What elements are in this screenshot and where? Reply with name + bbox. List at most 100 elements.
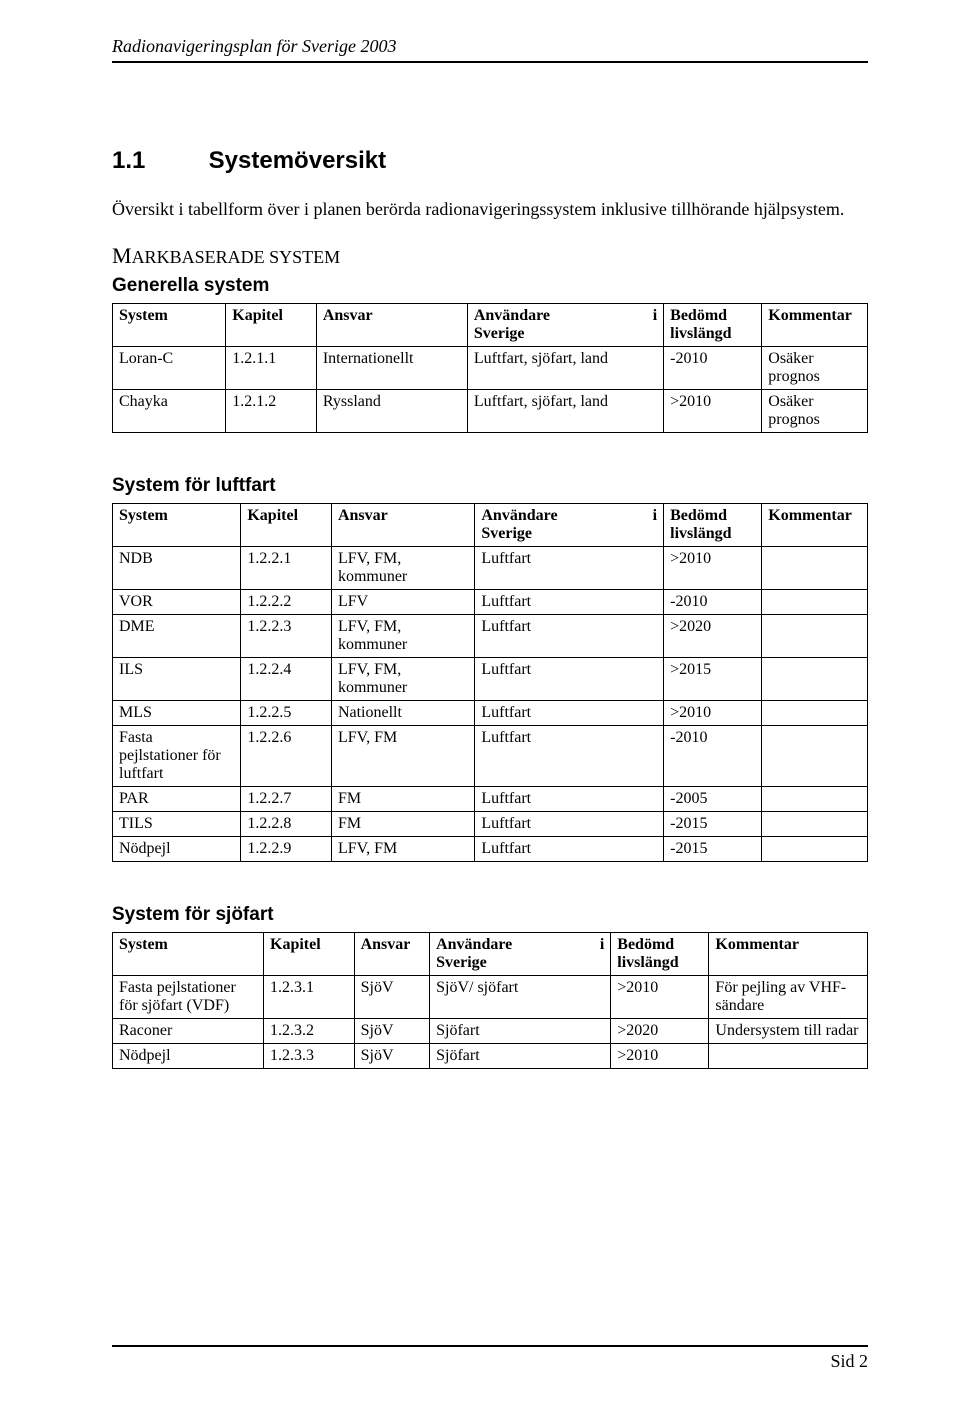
table-row: Loran-C1.2.1.1InternationelltLuftfart, s… <box>113 347 868 390</box>
cell-anv: Luftfart <box>475 658 664 701</box>
cell-anv: Sjöfart <box>430 1019 611 1044</box>
table-head: System Kapitel Ansvar Användare i Sverig… <box>113 304 868 347</box>
cell-kapitel: 1.2.2.6 <box>241 726 332 787</box>
cell-komm <box>762 615 868 658</box>
table-row: ILS1.2.2.4LFV, FM, kommunerLuftfart>2015 <box>113 658 868 701</box>
heading-title: Systemöversikt <box>209 147 386 174</box>
cell-ansvar: Ryssland <box>316 390 467 433</box>
cell-anv: Luftfart <box>475 787 664 812</box>
markbaserade-heading: MARKBASERADE SYSTEM <box>112 243 868 269</box>
cell-komm <box>762 812 868 837</box>
sjofart-table: System Kapitel Ansvar Användare i Sverig… <box>112 932 868 1069</box>
cell-system: DME <box>113 615 241 658</box>
cell-komm: För pejling av VHF-sändare <box>709 976 868 1019</box>
col-bed-line1: Bedömd <box>617 936 674 953</box>
markbaserade-rest: ARKBASERADE SYSTEM <box>132 247 341 267</box>
cell-anv: Luftfart <box>475 726 664 787</box>
cell-kapitel: 1.2.3.2 <box>264 1019 355 1044</box>
cell-system: MLS <box>113 701 241 726</box>
cell-bed: -2010 <box>664 590 762 615</box>
col-kapitel: Kapitel <box>226 304 317 347</box>
table-header-row: System Kapitel Ansvar Användare i Sverig… <box>113 933 868 976</box>
col-anv-line2: Sverige <box>474 325 525 342</box>
col-ansvar: Ansvar <box>331 504 474 547</box>
cell-anv: Luftfart <box>475 547 664 590</box>
col-system: System <box>113 504 241 547</box>
cell-kapitel: 1.2.1.2 <box>226 390 317 433</box>
cell-ansvar: LFV, FM <box>331 726 474 787</box>
cell-komm <box>762 590 868 615</box>
cell-ansvar: LFV <box>331 590 474 615</box>
heading-number: 1.1 <box>112 147 202 175</box>
col-bed-line2: livslängd <box>670 525 731 542</box>
table-row: Raconer1.2.3.2SjöVSjöfart>2020Undersyste… <box>113 1019 868 1044</box>
cell-bed: -2015 <box>664 837 762 862</box>
table-row: NDB1.2.2.1LFV, FM, kommunerLuftfart>2010 <box>113 547 868 590</box>
cell-ansvar: FM <box>331 787 474 812</box>
cell-system: Nödpejl <box>113 1044 264 1069</box>
col-anv-line1: Användare <box>474 307 550 325</box>
table-row: Nödpejl1.2.3.3SjöVSjöfart>2010 <box>113 1044 868 1069</box>
cell-system: Nödpejl <box>113 837 241 862</box>
cell-anv: SjöV/ sjöfart <box>430 976 611 1019</box>
cell-komm: Osäker prognos <box>762 390 868 433</box>
cell-anv: Luftfart <box>475 701 664 726</box>
cell-bed: -2010 <box>664 347 762 390</box>
cell-ansvar: SjöV <box>354 976 430 1019</box>
table-row: TILS1.2.2.8FMLuftfart-2015 <box>113 812 868 837</box>
page: Radionavigeringsplan för Sverige 2003 1.… <box>0 0 960 1420</box>
col-system: System <box>113 304 226 347</box>
cell-anv: Luftfart <box>475 812 664 837</box>
cell-bed: >2015 <box>664 658 762 701</box>
cell-ansvar: FM <box>331 812 474 837</box>
col-anv-line2: Sverige <box>436 954 487 971</box>
col-anv-i: i <box>653 307 657 325</box>
cell-bed: -2005 <box>664 787 762 812</box>
cell-ansvar: Nationellt <box>331 701 474 726</box>
cell-komm <box>762 726 868 787</box>
col-bedomd: Bedömd livslängd <box>664 504 762 547</box>
table-header-row: System Kapitel Ansvar Användare i Sverig… <box>113 504 868 547</box>
col-kommentar: Kommentar <box>762 504 868 547</box>
col-bedomd: Bedömd livslängd <box>664 304 762 347</box>
cell-bed: >2010 <box>664 390 762 433</box>
cell-bed: -2015 <box>664 812 762 837</box>
cell-system: PAR <box>113 787 241 812</box>
col-bed-line1: Bedömd <box>670 307 727 324</box>
sjofart-title: System för sjöfart <box>112 904 868 926</box>
cell-bed: >2010 <box>611 976 709 1019</box>
cell-komm <box>762 701 868 726</box>
cell-system: TILS <box>113 812 241 837</box>
cell-bed: >2020 <box>611 1019 709 1044</box>
col-kommentar: Kommentar <box>709 933 868 976</box>
luftfart-tbody: NDB1.2.2.1LFV, FM, kommunerLuftfart>2010… <box>113 547 868 862</box>
cell-kapitel: 1.2.2.2 <box>241 590 332 615</box>
col-anv-i: i <box>653 507 657 525</box>
cell-komm: Undersystem till radar <box>709 1019 868 1044</box>
cell-ansvar: SjöV <box>354 1044 430 1069</box>
cell-system: Fasta pejlstationer för sjöfart (VDF) <box>113 976 264 1019</box>
cell-anv: Luftfart <box>475 837 664 862</box>
cell-ansvar: LFV, FM, kommuner <box>331 547 474 590</box>
cell-bed: >2020 <box>664 615 762 658</box>
col-bedomd: Bedömd livslängd <box>611 933 709 976</box>
cell-system: VOR <box>113 590 241 615</box>
table-row: Chayka1.2.1.2RysslandLuftfart, sjöfart, … <box>113 390 868 433</box>
cell-komm <box>762 837 868 862</box>
cell-anv: Luftfart <box>475 615 664 658</box>
markbaserade-cap: M <box>112 243 132 268</box>
cell-bed: >2010 <box>664 547 762 590</box>
col-anvandare: Användare i Sverige <box>467 304 663 347</box>
running-header: Radionavigeringsplan för Sverige 2003 <box>112 36 868 63</box>
sjofart-tbody: Fasta pejlstationer för sjöfart (VDF)1.2… <box>113 976 868 1069</box>
cell-ansvar: LFV, FM <box>331 837 474 862</box>
footer-rule <box>112 1345 868 1347</box>
luftfart-table: System Kapitel Ansvar Användare i Sverig… <box>112 503 868 862</box>
col-ansvar: Ansvar <box>316 304 467 347</box>
cell-komm <box>762 787 868 812</box>
cell-kapitel: 1.2.1.1 <box>226 347 317 390</box>
cell-bed: -2010 <box>664 726 762 787</box>
table-row: PAR1.2.2.7FMLuftfart-2005 <box>113 787 868 812</box>
cell-system: Loran-C <box>113 347 226 390</box>
generella-tbody: Loran-C1.2.1.1InternationelltLuftfart, s… <box>113 347 868 433</box>
